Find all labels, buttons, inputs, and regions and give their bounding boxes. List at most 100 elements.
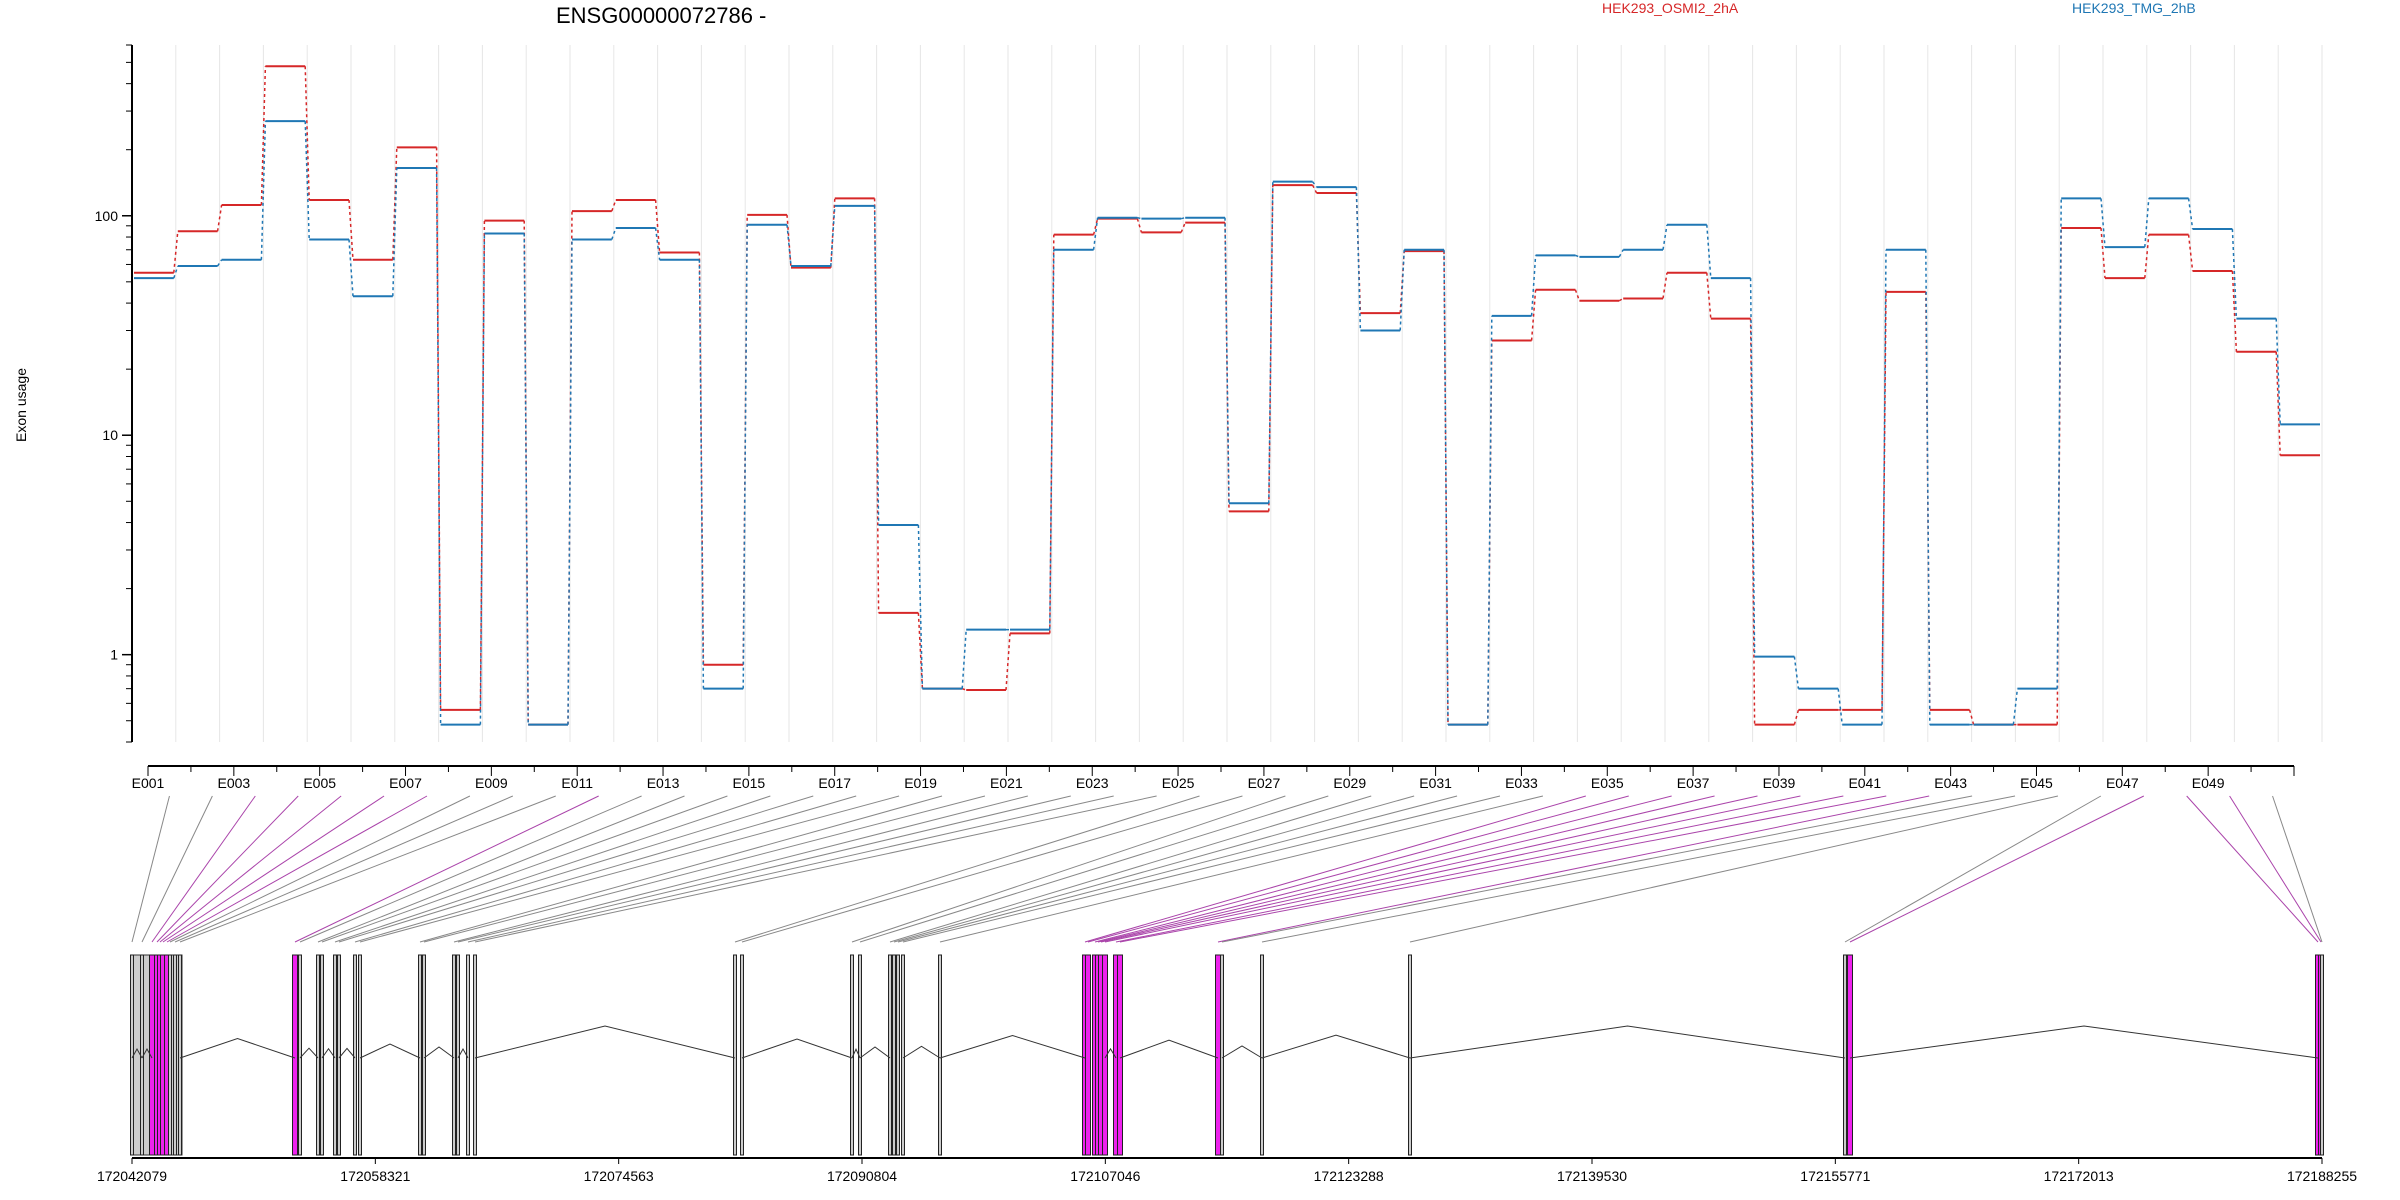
usage-connector [173, 231, 179, 273]
legend-entry-series-1: HEK293_OSMI2_2hA [1602, 0, 1739, 16]
usage-connector [2187, 198, 2194, 230]
exon-connector [1409, 795, 2059, 943]
usage-connector [1881, 291, 1887, 710]
intron-arch [1261, 1034, 1411, 1059]
exon-connector [939, 795, 1544, 943]
usage-connector [1706, 272, 1712, 319]
usage-connector [1181, 216, 1186, 220]
usage-connector [654, 199, 661, 253]
exon-connector [1844, 795, 2102, 943]
exon-label: E043 [1934, 775, 1967, 791]
usage-connector [1399, 249, 1405, 331]
exon-block [456, 954, 460, 1156]
exon-label: E009 [475, 775, 508, 791]
exon-connector [169, 795, 471, 943]
intron-arch [1119, 1039, 1219, 1059]
intron-arch [902, 1045, 941, 1059]
exon-connector [159, 795, 342, 943]
usage-connector [1968, 709, 1975, 725]
exon-label: E047 [2106, 775, 2139, 791]
usage-connector [1662, 224, 1668, 250]
exon-label: E049 [2192, 775, 2225, 791]
usage-connector [348, 199, 354, 260]
usage-connector [1662, 272, 1668, 299]
exon-block [466, 954, 470, 1156]
exon-label: E019 [904, 775, 937, 791]
exon-block [452, 954, 456, 1156]
exon-label: E001 [132, 775, 165, 791]
exon-label: E033 [1505, 775, 1538, 791]
exon-connector [156, 795, 299, 943]
exon-block [1085, 954, 1091, 1156]
intron-arch [141, 1047, 153, 1059]
genomic-tick-label: 172090804 [827, 1168, 897, 1184]
usage-connector [1837, 688, 1843, 725]
exon-connector [1849, 795, 2145, 943]
exon-block [320, 954, 324, 1156]
usage-connector [1224, 222, 1230, 512]
usage-connector [260, 121, 267, 260]
exon-connector [467, 795, 1114, 943]
usage-connector [1706, 224, 1712, 279]
exon-connector [474, 795, 1157, 943]
usage-connector [2100, 198, 2106, 248]
usage-connector [2144, 234, 2150, 279]
genomic-tick-label: 172042079 [97, 1168, 167, 1184]
exon-block [168, 954, 172, 1156]
exon-connector [851, 795, 1286, 943]
y-tick-label: 100 [95, 208, 119, 224]
intron-arch [321, 1047, 336, 1059]
exon-label: E027 [1248, 775, 1281, 791]
exon-connector [741, 795, 1243, 943]
exon-block [740, 954, 744, 1156]
usage-connector [2012, 688, 2019, 725]
exon-label: E017 [818, 775, 851, 791]
exon-connector [902, 795, 1501, 943]
usage-connector [304, 66, 310, 201]
exon-block [1102, 954, 1108, 1156]
exon-connector [893, 795, 1415, 943]
intron-arch [359, 1043, 421, 1059]
exon-block [2320, 954, 2324, 1156]
exon-connector [1119, 795, 1887, 943]
exon-label: E041 [1848, 775, 1881, 791]
exon-connector [1084, 795, 1586, 943]
usage-connector [786, 214, 792, 268]
exon-block [337, 954, 341, 1156]
usage-connector [1793, 656, 1800, 689]
exon-connector [889, 795, 1372, 943]
usage-connector [1311, 181, 1318, 188]
usage-connector [1793, 709, 1800, 725]
genomic-tick-label: 172155771 [1800, 1168, 1870, 1184]
exon-label: E031 [1419, 775, 1452, 791]
exon-connectors [131, 795, 2323, 943]
exon-label: E035 [1591, 775, 1624, 791]
exon-block [1215, 954, 1221, 1156]
usage-connector [1618, 249, 1624, 258]
exon-connector [334, 795, 771, 943]
genomic-tick-label: 172172013 [2044, 1168, 2114, 1184]
usage-connector [611, 199, 617, 212]
exon-block [130, 954, 134, 1156]
usage-connector [435, 147, 442, 710]
exon-connector [359, 795, 900, 943]
exon-block [938, 954, 942, 1156]
intron-arch [939, 1034, 1086, 1059]
intron-arch [851, 1047, 861, 1059]
exon-block [173, 954, 177, 1156]
intron-arch [1849, 1025, 2319, 1059]
exon-connector [179, 795, 556, 943]
usage-connector [1137, 216, 1142, 220]
genomic-tick-label: 172188255 [2287, 1168, 2357, 1184]
exon-label: E037 [1677, 775, 1710, 791]
usage-connector [2100, 227, 2106, 279]
intron-arch [131, 1047, 143, 1059]
usage-connector [611, 227, 617, 240]
genomic-tick-label: 172058321 [340, 1168, 410, 1184]
gene-model [130, 954, 2324, 1156]
exon-connector [1115, 795, 1844, 943]
exon-connector [162, 795, 385, 943]
usage-connector [1530, 255, 1537, 316]
exon-connector [457, 795, 1071, 943]
exon-label: E007 [389, 775, 422, 791]
